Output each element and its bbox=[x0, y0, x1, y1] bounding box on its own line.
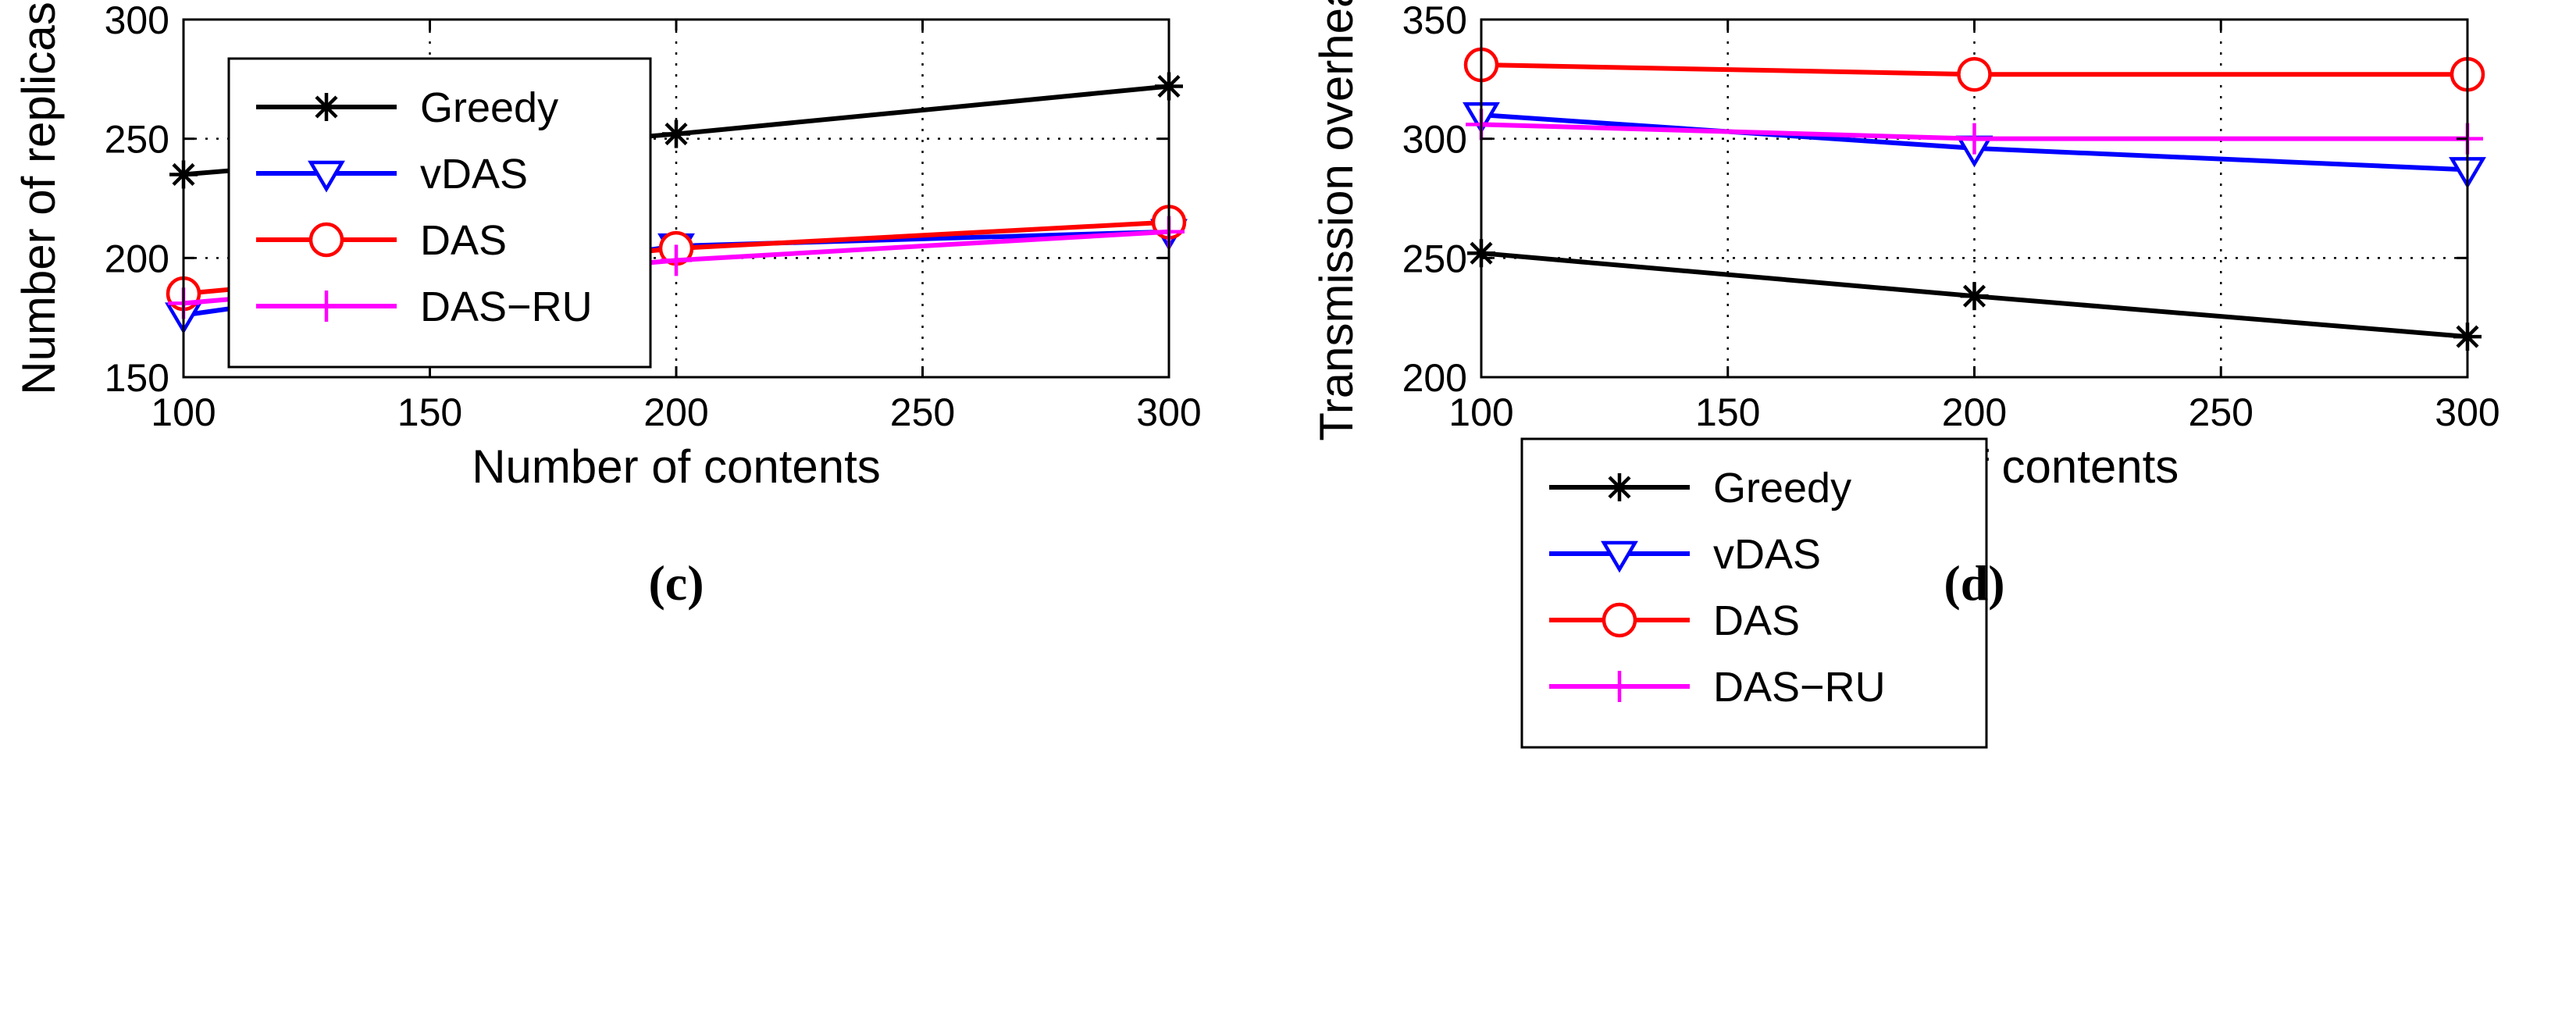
x-tick-label: 250 bbox=[890, 390, 955, 434]
y-tick-label: 300 bbox=[105, 0, 169, 42]
legend-label: Greedy bbox=[420, 84, 558, 131]
y-axis-label: Number of replicas bbox=[12, 2, 65, 395]
y-tick-label: 250 bbox=[105, 118, 169, 162]
legend-entry: vDAS bbox=[1549, 531, 1821, 578]
legend-label: Greedy bbox=[1713, 465, 1851, 512]
tick-labels: 100 150 200 250 300 200 250 300 350 bbox=[1402, 0, 2500, 434]
y-tick-label: 300 bbox=[1402, 118, 1467, 162]
legend-entry: Greedy bbox=[1549, 465, 1851, 512]
data-point-marker bbox=[1601, 540, 1638, 573]
data-point-marker bbox=[308, 160, 345, 193]
legend-entry: DAS−RU bbox=[1549, 664, 1886, 711]
x-tick-label: 100 bbox=[1448, 390, 1513, 434]
y-axis-label: Transmission overhead bbox=[1310, 0, 1363, 441]
data-point-marker bbox=[1605, 473, 1634, 501]
data-point-marker bbox=[1957, 56, 1992, 92]
legend-label: DAS−RU bbox=[1713, 664, 1886, 711]
legend-entry: DAS bbox=[256, 217, 507, 264]
series-lines bbox=[1463, 47, 2486, 351]
x-tick-label: 150 bbox=[1695, 390, 1760, 434]
data-point-marker bbox=[1960, 282, 1989, 311]
legend-label: DAS bbox=[420, 217, 507, 264]
x-tick-label: 300 bbox=[2435, 390, 2499, 434]
legend-entry: Greedy bbox=[256, 84, 558, 131]
legend-label: vDAS bbox=[420, 151, 528, 198]
data-point-marker bbox=[1602, 602, 1637, 638]
x-tick-label: 300 bbox=[1136, 390, 1201, 434]
y-tick-label: 250 bbox=[1402, 237, 1467, 280]
legend-label: DAS−RU bbox=[420, 283, 593, 330]
x-tick-label: 100 bbox=[151, 390, 216, 434]
data-point-marker bbox=[1604, 671, 1635, 702]
legend-box bbox=[1520, 437, 1988, 749]
data-point-marker bbox=[662, 119, 690, 148]
data-point-marker bbox=[661, 244, 692, 276]
y-tick-label: 350 bbox=[1402, 0, 1467, 42]
y-tick-label: 150 bbox=[105, 356, 169, 400]
legend-entry: DAS bbox=[1549, 597, 1800, 644]
data-point-marker bbox=[311, 291, 342, 322]
data-point-marker bbox=[308, 222, 344, 258]
y-tick-label: 200 bbox=[105, 237, 169, 280]
x-tick-label: 200 bbox=[643, 390, 708, 434]
legend: Greedy vDAS DAS DAS−RU bbox=[227, 57, 652, 369]
x-axis-label: Number of contents bbox=[472, 440, 881, 493]
panel-caption: (c) bbox=[648, 555, 704, 611]
data-point-marker bbox=[312, 93, 340, 121]
legend-box bbox=[227, 57, 652, 369]
data-point-marker bbox=[1958, 123, 1990, 155]
legend-entry: vDAS bbox=[256, 151, 528, 198]
x-tick-label: 150 bbox=[397, 390, 462, 434]
panel-caption: (d) bbox=[1944, 555, 2004, 611]
legend: Greedy vDAS DAS DAS−RU bbox=[1520, 437, 1988, 749]
x-tick-label: 250 bbox=[2189, 390, 2254, 434]
y-tick-label: 200 bbox=[1402, 356, 1467, 400]
x-tick-label: 200 bbox=[1942, 390, 2007, 434]
legend-label: vDAS bbox=[1713, 531, 1821, 578]
legend-label: DAS bbox=[1713, 597, 1800, 644]
legend-entry: DAS−RU bbox=[256, 283, 593, 330]
